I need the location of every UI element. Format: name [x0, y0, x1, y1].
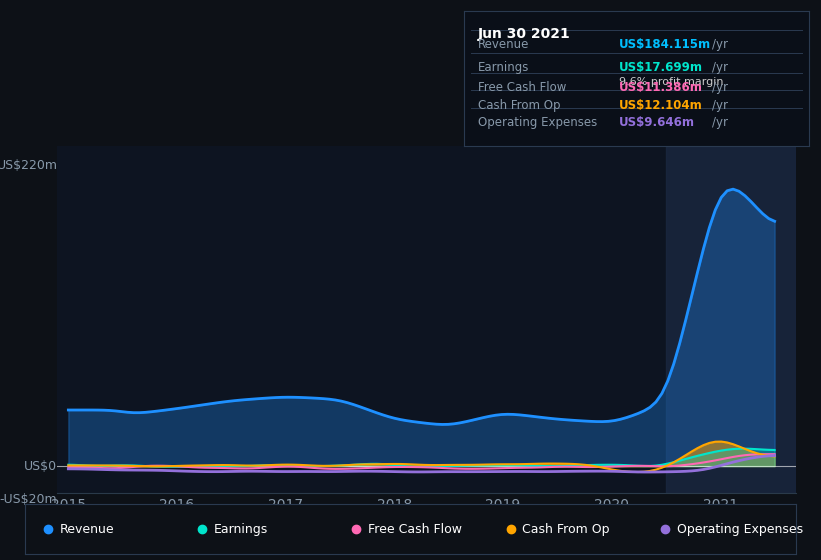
Cash From Op [550, 460, 560, 467]
Operating Expenses [770, 452, 780, 459]
Earnings [758, 446, 768, 453]
Line: Operating Expenses: Operating Expenses [68, 455, 775, 472]
Cash From Op [254, 462, 264, 469]
Text: /yr: /yr [712, 61, 728, 74]
Text: Cash From Op: Cash From Op [478, 99, 560, 111]
Free Cash Flow [63, 464, 73, 470]
Text: Jun 30 2021: Jun 30 2021 [478, 27, 571, 41]
Cash From Op [212, 462, 222, 469]
Text: US$184.115m: US$184.115m [619, 38, 711, 51]
Text: Cash From Op: Cash From Op [522, 522, 610, 536]
Text: Operating Expenses: Operating Expenses [478, 116, 597, 129]
Earnings [212, 463, 222, 469]
Earnings [63, 461, 73, 468]
Operating Expenses [254, 468, 264, 475]
Text: US$220m: US$220m [0, 159, 57, 172]
Free Cash Flow [461, 465, 471, 472]
Operating Expenses [752, 454, 762, 460]
Revenue [728, 186, 738, 193]
Free Cash Flow [752, 451, 762, 458]
Line: Free Cash Flow: Free Cash Flow [68, 454, 775, 469]
Revenue [63, 407, 73, 413]
Operating Expenses [621, 468, 631, 475]
Revenue [556, 416, 566, 423]
Cash From Op [455, 461, 465, 468]
Revenue [254, 395, 264, 402]
Cash From Op [716, 438, 726, 445]
Earnings [556, 463, 566, 469]
Revenue [212, 399, 222, 406]
Earnings [627, 462, 637, 469]
Free Cash Flow [331, 465, 341, 472]
Text: Operating Expenses: Operating Expenses [677, 522, 803, 536]
Text: -US$20m: -US$20m [0, 493, 57, 506]
Text: /yr: /yr [712, 38, 728, 51]
Line: Revenue: Revenue [68, 189, 775, 424]
Operating Expenses [550, 468, 560, 475]
Text: /yr: /yr [712, 99, 728, 111]
Cash From Op [633, 469, 643, 475]
Free Cash Flow [770, 451, 780, 458]
Revenue [461, 418, 471, 425]
Cash From Op [758, 451, 768, 458]
Operating Expenses [645, 469, 655, 475]
Earnings [740, 445, 750, 452]
Revenue [627, 412, 637, 419]
Bar [666, 146, 796, 493]
Text: 9.6% profit margin: 9.6% profit margin [619, 77, 723, 87]
Free Cash Flow [254, 465, 264, 472]
Text: Free Cash Flow: Free Cash Flow [368, 522, 462, 536]
Text: Revenue: Revenue [478, 38, 529, 51]
Cash From Op [63, 462, 73, 469]
Operating Expenses [455, 468, 465, 475]
Earnings [461, 463, 471, 469]
Operating Expenses [63, 465, 73, 472]
Cash From Op [621, 468, 631, 475]
Text: US$11.386m: US$11.386m [619, 81, 703, 94]
Free Cash Flow [212, 465, 222, 472]
Revenue [438, 421, 447, 428]
Revenue [770, 218, 780, 225]
Line: Earnings: Earnings [68, 449, 775, 466]
Cash From Op [770, 453, 780, 460]
Text: US$17.699m: US$17.699m [619, 61, 703, 74]
Text: US$0: US$0 [25, 460, 57, 473]
Earnings [770, 447, 780, 454]
Earnings [254, 462, 264, 469]
Free Cash Flow [556, 463, 566, 470]
Text: Earnings: Earnings [213, 522, 268, 536]
Text: /yr: /yr [712, 81, 728, 94]
Text: /yr: /yr [712, 116, 728, 129]
Text: Earnings: Earnings [478, 61, 529, 74]
Text: Free Cash Flow: Free Cash Flow [478, 81, 566, 94]
Free Cash Flow [627, 463, 637, 469]
Text: Revenue: Revenue [59, 522, 114, 536]
Text: US$12.104m: US$12.104m [619, 99, 703, 111]
Revenue [758, 211, 768, 217]
Line: Cash From Op: Cash From Op [68, 441, 775, 472]
Text: US$9.646m: US$9.646m [619, 116, 695, 129]
Operating Expenses [212, 468, 222, 475]
Earnings [414, 463, 424, 470]
